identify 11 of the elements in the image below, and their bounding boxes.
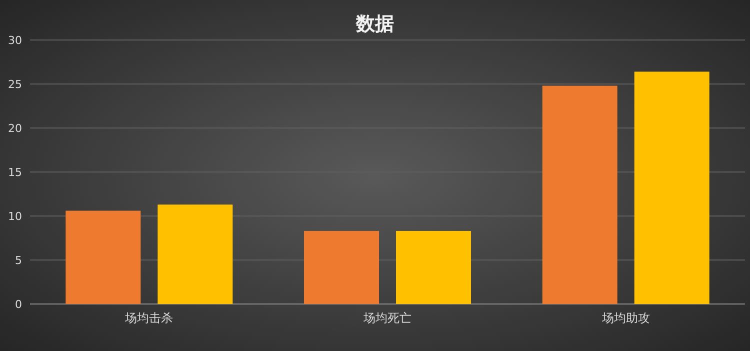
y-tick-label: 5 bbox=[15, 254, 22, 267]
y-tick-label: 30 bbox=[8, 34, 22, 47]
y-tick-label: 25 bbox=[8, 78, 22, 91]
chart-title: 数据 bbox=[355, 13, 394, 35]
y-tick-label: 10 bbox=[8, 210, 22, 223]
x-tick-label: 场均助攻 bbox=[600, 311, 650, 325]
x-tick-label: 场均死亡 bbox=[362, 311, 412, 325]
y-tick-label: 15 bbox=[8, 166, 22, 179]
y-tick-label: 0 bbox=[15, 298, 22, 311]
y-tick-label: 20 bbox=[8, 122, 22, 135]
x-tick-label: 场均击杀 bbox=[124, 311, 174, 325]
